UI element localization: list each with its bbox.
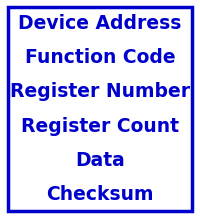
Text: Function Code: Function Code	[25, 48, 175, 67]
Text: Register Number: Register Number	[10, 82, 190, 101]
Text: Device Address: Device Address	[18, 14, 182, 33]
Text: Register Count: Register Count	[21, 117, 179, 136]
Text: Data: Data	[75, 151, 125, 170]
Text: Checksum: Checksum	[46, 185, 154, 204]
